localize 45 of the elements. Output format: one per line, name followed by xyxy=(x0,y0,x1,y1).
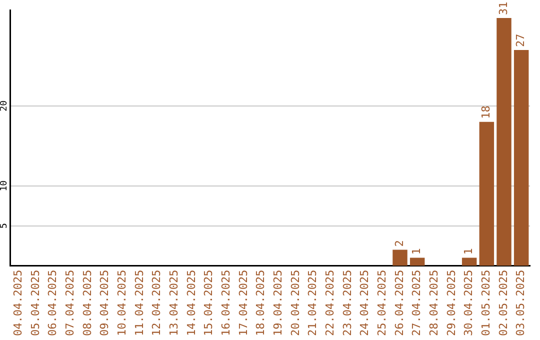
data-label: 31 xyxy=(496,2,510,15)
x-tick-label: 14.04.2025 xyxy=(184,270,198,336)
y-tick-label: 10 xyxy=(0,180,10,192)
bar xyxy=(410,258,425,266)
x-tick-label: 15.04.2025 xyxy=(202,270,216,336)
x-tick-label: 11.04.2025 xyxy=(132,270,146,336)
x-tick-label: 12.04.2025 xyxy=(150,270,164,336)
x-tick-label: 30.04.2025 xyxy=(462,270,476,336)
x-tick-label: 24.04.2025 xyxy=(358,270,372,336)
bar xyxy=(496,18,512,266)
x-tick-label: 29.04.2025 xyxy=(444,270,458,336)
data-label: 1 xyxy=(410,248,424,255)
x-tick-label: 22.04.2025 xyxy=(324,270,337,336)
x-tick-label: 10.04.2025 xyxy=(116,270,129,336)
x-tick-label: 13.04.2025 xyxy=(168,270,181,336)
x-tick-label: 06.04.2025 xyxy=(46,270,60,336)
bar xyxy=(479,122,494,266)
bar xyxy=(392,250,408,266)
data-label: 2 xyxy=(392,240,406,247)
x-tick-label: 28.04.2025 xyxy=(428,270,441,336)
x-tick-label: 08.04.2025 xyxy=(80,270,94,336)
x-tick-label: 07.04.2025 xyxy=(64,270,77,336)
x-tick-label: 01.05.2025 xyxy=(480,270,493,336)
data-label: 1 xyxy=(462,248,476,255)
bar xyxy=(462,258,477,266)
x-tick-label: 23.04.2025 xyxy=(340,270,354,336)
x-tick-label: 05.04.2025 xyxy=(28,270,42,336)
data-label: 18 xyxy=(480,106,493,119)
x-tick-label: 04.04.2025 xyxy=(12,270,25,336)
x-tick-label: 03.05.2025 xyxy=(514,270,528,336)
x-tick-label: 27.04.2025 xyxy=(410,270,424,336)
bar xyxy=(514,50,529,266)
x-tick-label: 02.05.2025 xyxy=(496,270,510,336)
x-tick-label: 26.04.2025 xyxy=(392,270,406,336)
x-tick-label: 19.04.2025 xyxy=(272,270,285,336)
x-tick-label: 25.04.2025 xyxy=(376,270,389,336)
x-tick-label: 21.04.2025 xyxy=(306,270,320,336)
data-label: 27 xyxy=(514,34,528,47)
y-tick-label: 5 xyxy=(0,223,10,229)
x-tick-label: 18.04.2025 xyxy=(254,270,268,336)
x-tick-label: 17.04.2025 xyxy=(236,270,250,336)
y-tick-label: 20 xyxy=(0,100,10,112)
x-tick-label: 20.04.2025 xyxy=(288,270,302,336)
x-tick-label: 16.04.2025 xyxy=(220,270,233,336)
x-tick-label: 09.04.2025 xyxy=(98,270,112,336)
